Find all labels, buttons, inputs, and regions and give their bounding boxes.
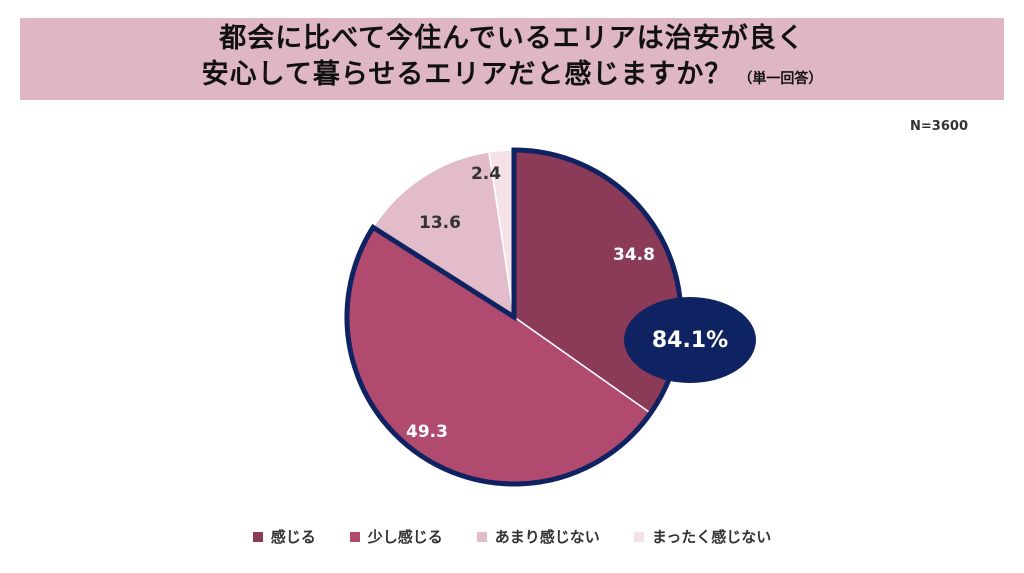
title-banner: 都会に比べて今住んでいるエリアは治安が良く 安心して暮らせるエリアだと感じますか… xyxy=(20,18,1004,100)
title-line-1: 都会に比べて今住んでいるエリアは治安が良く xyxy=(219,23,805,54)
data-label-感じる: 34.8 xyxy=(613,245,655,265)
callout-ellipse xyxy=(624,297,756,383)
legend-item-少し感じる: 少し感じる xyxy=(349,526,443,547)
legend-label: まったく感じない xyxy=(651,528,772,546)
pie-slice-あまり感じない xyxy=(372,151,515,319)
highlight-outline xyxy=(344,147,684,487)
legend-label: 少し感じる xyxy=(367,528,443,546)
sample-size: N=3600 xyxy=(910,119,968,134)
legend-label: 感じる xyxy=(270,528,316,546)
legend-swatch xyxy=(252,531,263,542)
legend-swatch xyxy=(633,531,644,542)
title-suffix: （単一回答） xyxy=(738,71,823,87)
legend-swatch xyxy=(349,531,360,542)
title-line-2-text: 安心して暮らせるエリアだと感じますか？ xyxy=(201,59,733,90)
legend-item-あまり感じない: あまり感じない xyxy=(476,526,600,547)
data-label-あまり感じない: 13.6 xyxy=(419,213,461,233)
legend-swatch xyxy=(476,531,487,542)
title-line-2: 安心して暮らせるエリアだと感じますか？ （単一回答） xyxy=(202,57,823,97)
legend-label: あまり感じない xyxy=(494,528,600,546)
data-label-少し感じる: 49.3 xyxy=(406,422,448,442)
legend-item-まったく感じない: まったく感じない xyxy=(633,526,772,547)
legend-item-感じる: 感じる xyxy=(252,526,316,547)
data-label-まったく感じない: 2.4 xyxy=(471,164,501,184)
legend: 感じる 少し感じる あまり感じない まったく感じない xyxy=(0,526,1024,547)
callout-label: 84.1% xyxy=(652,328,728,353)
